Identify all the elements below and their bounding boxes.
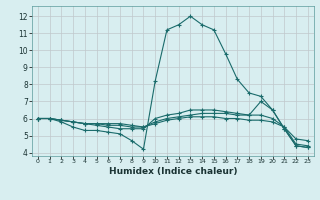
X-axis label: Humidex (Indice chaleur): Humidex (Indice chaleur) — [108, 167, 237, 176]
